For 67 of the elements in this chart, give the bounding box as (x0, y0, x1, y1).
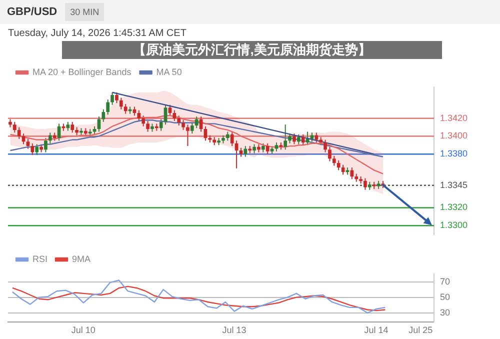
candlestick (102, 108, 106, 122)
y-tick-label: 1.3300 (440, 220, 468, 230)
candlestick (177, 115, 181, 126)
candlestick (159, 118, 163, 132)
x-tick-label: Jul 10 (71, 325, 96, 336)
candlestick (190, 122, 194, 134)
text: GBP/USD (7, 6, 58, 18)
y-tick-label: 1.3400 (440, 130, 468, 141)
candlestick (115, 92, 118, 104)
y-tick-label: 1.3420 (440, 112, 468, 123)
candlestick (142, 115, 146, 127)
y-tick-label: 50 (440, 292, 450, 302)
x-tick-label: Jul 13 (222, 325, 246, 336)
candlestick (230, 131, 234, 147)
candlestick (301, 134, 305, 146)
candlestick (22, 133, 26, 145)
candlestick (324, 139, 327, 153)
candlestick (97, 116, 101, 132)
candlestick (186, 124, 190, 147)
y-tick-label: 30 (440, 307, 450, 318)
candlestick (288, 133, 292, 144)
candlestick (292, 133, 296, 145)
candlestick (70, 121, 74, 134)
candlestick (119, 97, 123, 110)
chart-title: 【原油美元外汇行情,美元原油期货走势】 (62, 41, 442, 59)
x-tick-label: Jul 14 (364, 325, 388, 336)
text: 30 MIN (65, 3, 104, 21)
candlestick (284, 124, 288, 150)
candlestick (137, 110, 141, 122)
candlestick (48, 132, 52, 144)
candlestick (199, 116, 203, 132)
legend-label: RSI (32, 254, 48, 264)
legend-label: MA 20 + Bollinger Bands (32, 66, 132, 77)
candlestick (26, 138, 30, 150)
candlestick (30, 142, 34, 156)
candlestick (314, 132, 318, 143)
candlestick (336, 160, 340, 171)
chart-subtitle: Tuesday, July 14, 2026 1:45:31 AM CET (8, 28, 186, 39)
legend-label: MA 50 (156, 66, 182, 77)
legend-label: 9MA (72, 254, 91, 264)
candlestick (296, 134, 300, 145)
candlestick (44, 137, 48, 153)
candlestick (364, 178, 367, 190)
candlestick (172, 110, 176, 122)
candlestick (204, 126, 208, 142)
y-tick-label: 70 (440, 276, 450, 286)
candlestick (35, 144, 39, 156)
candlestick (341, 164, 345, 176)
y-tick-label: 1.3320 (440, 202, 468, 212)
candlestick (146, 120, 150, 132)
candlestick (350, 167, 354, 180)
candlestick (266, 142, 270, 155)
candlestick (110, 92, 114, 106)
candlestick (168, 104, 172, 116)
candlestick (106, 99, 110, 116)
candlestick (332, 155, 336, 166)
x-tick-label: Jul 25 (408, 325, 433, 336)
y-tick-label: 1.3380 (440, 148, 468, 159)
candlestick (328, 146, 332, 162)
candlestick (164, 104, 168, 126)
candlestick (124, 103, 128, 114)
candlestick (17, 126, 21, 140)
candlestick (244, 146, 248, 158)
candlestick (182, 120, 185, 130)
candlestick (12, 121, 16, 134)
y-tick-label: 1.3345 (440, 180, 468, 190)
candlestick (194, 116, 198, 129)
